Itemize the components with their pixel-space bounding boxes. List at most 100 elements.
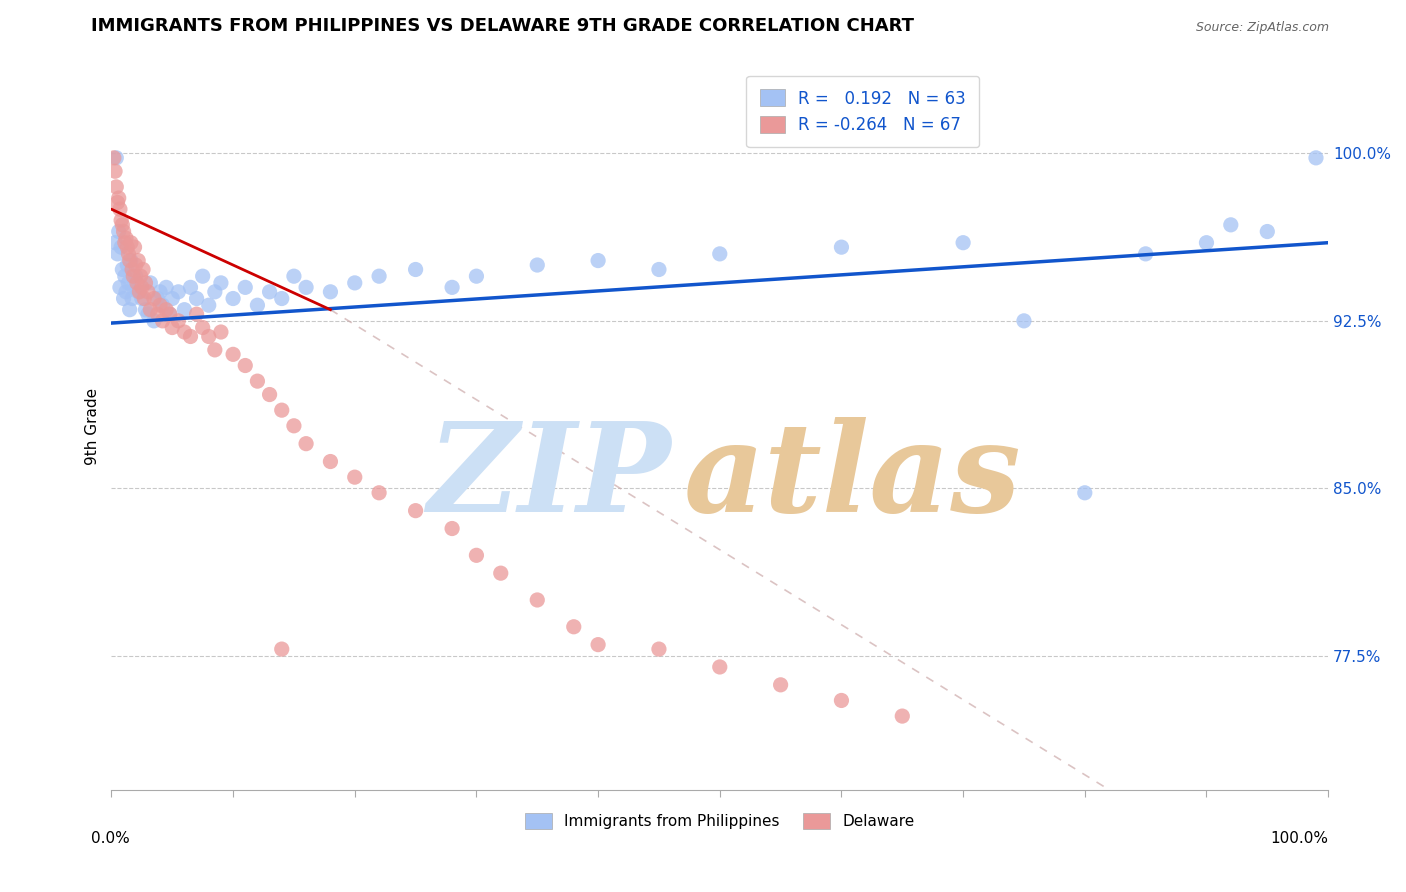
Point (152, 298, 174, 312)
Text: 0.0%: 0.0% (91, 831, 131, 846)
Point (146, 292, 169, 306)
Point (105, 179, 128, 194)
Point (110, 240, 132, 254)
Point (122, 280, 145, 294)
Point (112, 292, 135, 306)
Point (441, 280, 464, 294)
Point (246, 374, 269, 388)
Point (131, 292, 153, 306)
Point (134, 292, 156, 306)
Point (1195, 235, 1218, 250)
Point (830, 693, 852, 707)
Point (891, 709, 914, 723)
Point (173, 302, 195, 317)
Point (167, 285, 190, 299)
Point (526, 258, 548, 272)
Point (107, 191, 129, 205)
Point (143, 292, 166, 306)
Point (648, 642, 671, 657)
Point (465, 269, 488, 284)
Point (111, 262, 134, 277)
Point (197, 298, 219, 312)
Point (159, 307, 181, 321)
Point (489, 566, 512, 581)
Point (1135, 247, 1157, 261)
Point (132, 262, 155, 277)
Point (246, 298, 269, 312)
Point (769, 678, 792, 692)
Point (149, 298, 172, 312)
Point (283, 269, 305, 284)
Point (127, 253, 149, 268)
Point (368, 485, 391, 500)
Point (186, 292, 208, 306)
Point (1219, 218, 1241, 232)
Point (233, 359, 256, 373)
Point (259, 285, 281, 299)
Point (136, 285, 159, 299)
Point (283, 418, 305, 433)
Point (562, 620, 585, 634)
Point (441, 522, 464, 536)
Point (122, 269, 145, 284)
Y-axis label: 9th Grade: 9th Grade (86, 388, 100, 466)
Point (149, 285, 172, 299)
Point (104, 235, 127, 250)
Point (117, 247, 139, 261)
Point (125, 258, 148, 272)
Point (134, 276, 156, 290)
Point (121, 262, 143, 277)
Point (125, 276, 148, 290)
Point (107, 247, 129, 261)
Point (118, 253, 141, 268)
Point (117, 276, 139, 290)
Text: ZIP: ZIP (427, 417, 671, 539)
Point (134, 302, 156, 317)
Point (167, 314, 190, 328)
Point (270, 292, 292, 306)
Point (120, 235, 142, 250)
Point (131, 280, 153, 294)
Point (129, 269, 152, 284)
Point (209, 325, 232, 339)
Point (204, 285, 226, 299)
Point (368, 269, 391, 284)
Point (162, 320, 184, 334)
Point (112, 225, 135, 239)
Point (526, 593, 548, 607)
Point (952, 235, 974, 250)
Point (270, 403, 292, 417)
Point (120, 253, 142, 268)
Point (152, 314, 174, 328)
Point (127, 285, 149, 299)
Point (111, 218, 134, 232)
Point (121, 292, 143, 306)
Point (179, 329, 201, 343)
Point (830, 240, 852, 254)
Point (259, 387, 281, 401)
Point (107, 195, 129, 210)
Point (124, 240, 146, 254)
Point (136, 307, 159, 321)
Point (107, 225, 129, 239)
Point (222, 292, 245, 306)
Point (405, 262, 427, 277)
Point (162, 292, 184, 306)
Point (114, 269, 136, 284)
Point (586, 253, 609, 268)
Point (108, 280, 131, 294)
Point (118, 302, 141, 317)
Point (295, 280, 318, 294)
Point (586, 638, 609, 652)
Point (1305, 151, 1327, 165)
Point (319, 285, 342, 299)
Text: 100.0%: 100.0% (1271, 831, 1329, 846)
Point (155, 302, 177, 317)
Point (270, 642, 292, 657)
Point (343, 470, 366, 484)
Point (1012, 314, 1035, 328)
Point (139, 276, 162, 290)
Point (648, 262, 671, 277)
Point (110, 213, 132, 227)
Point (173, 325, 195, 339)
